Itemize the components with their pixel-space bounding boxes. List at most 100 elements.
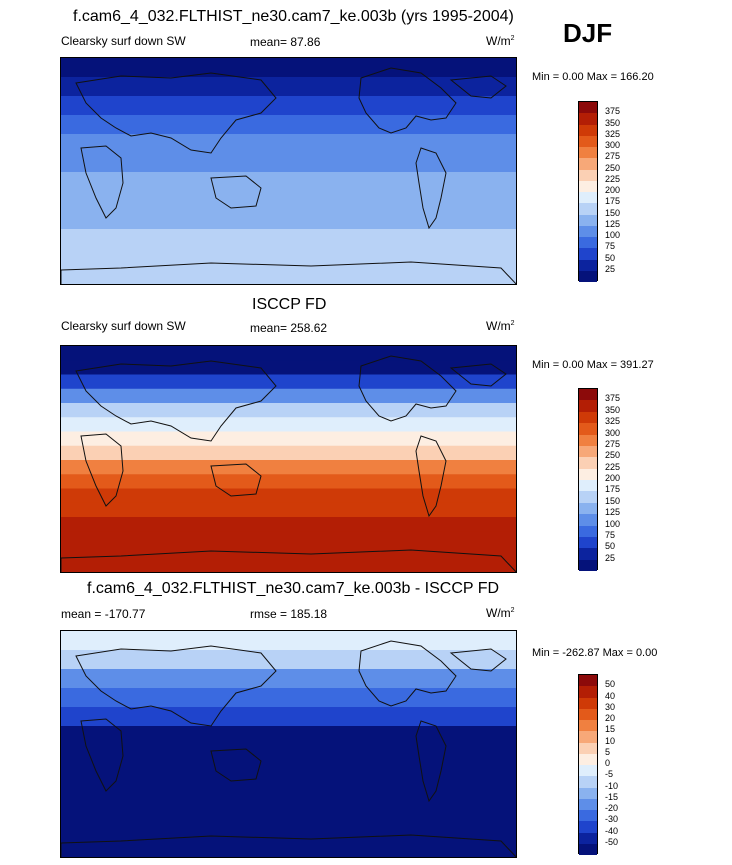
- colorbar-cell: [579, 102, 597, 114]
- latitude-band: [61, 445, 516, 461]
- panel3-minmax-label: Min = -262.87 Max = 0.00: [532, 647, 658, 659]
- panel3-colorbar: [578, 674, 598, 855]
- latitude-band: [61, 191, 516, 211]
- colorbar-tick-label: 75: [605, 529, 616, 540]
- coastline: [210, 463, 262, 497]
- colorbar-tick-label: 225: [605, 173, 621, 184]
- colorbar-tick-label: 75: [605, 241, 616, 252]
- latitude-band: [61, 502, 516, 518]
- colorbar-cell: [579, 158, 597, 170]
- colorbar-tick-label: 25: [605, 552, 616, 563]
- colorbar-tick-label: 50: [605, 679, 616, 690]
- panel1-map: [60, 57, 517, 285]
- colorbar-tick-label: 25: [605, 263, 616, 274]
- coastline: [75, 645, 277, 727]
- colorbar-tick-label: 350: [605, 404, 621, 415]
- colorbar-tick-label: 150: [605, 495, 621, 506]
- colorbar-cell: [579, 214, 597, 226]
- colorbar-tick-label: 275: [605, 151, 621, 162]
- colorbar-tick-label: 0: [605, 758, 611, 768]
- latitude-band: [61, 417, 516, 432]
- latitude-band: [61, 153, 516, 173]
- panel1-minmax-label: Min = 0.00 Max = 166.20: [532, 71, 654, 83]
- latitude-band: [61, 474, 516, 489]
- colorbar-tick-label: 5: [605, 746, 611, 757]
- colorbar-cell: [579, 776, 597, 788]
- latitude-band: [61, 650, 516, 670]
- colorbar-tick-label: 375: [605, 106, 621, 117]
- colorbar-cell: [579, 411, 597, 424]
- latitude-band: [61, 531, 516, 546]
- colorbar-cell: [579, 389, 597, 401]
- coastline: [415, 435, 447, 518]
- colorbar-cell: [579, 169, 597, 181]
- panel3-rmse-label: rmse = 185.18: [250, 607, 328, 621]
- colorbar-cell: [579, 225, 597, 237]
- coastline: [415, 720, 447, 803]
- colorbar-cell: [579, 548, 597, 560]
- coastline: [358, 67, 457, 134]
- colorbar-tick-label: -50: [605, 836, 619, 847]
- latitude-band: [61, 96, 516, 116]
- colorbar-cell: [579, 124, 597, 136]
- colorbar-cell: [579, 821, 597, 833]
- colorbar-tick-label: 20: [605, 713, 616, 723]
- colorbar-cell: [579, 765, 597, 777]
- colorbar-tick-label: 200: [605, 473, 621, 483]
- colorbar-tick-label: 100: [605, 230, 621, 240]
- colorbar-tick-label: 10: [605, 735, 616, 746]
- colorbar-tick-label: 50: [605, 541, 616, 552]
- season-label: DJF: [563, 18, 613, 48]
- colorbar-cell: [579, 697, 597, 709]
- colorbar-cell: [579, 843, 597, 855]
- colorbar-tick-label: 15: [605, 724, 616, 735]
- coastline: [61, 834, 516, 857]
- latitude-band: [61, 745, 516, 765]
- colorbar-tick-label: 200: [605, 185, 621, 195]
- colorbar-cell: [579, 445, 597, 458]
- colorbar-tick-label: 175: [605, 484, 621, 495]
- latitude-band: [61, 210, 516, 230]
- colorbar-tick-label: 40: [605, 690, 616, 701]
- colorbar-tick-label: 50: [605, 252, 616, 263]
- panel2-title: ISCCP FD: [252, 296, 327, 313]
- coastline: [415, 147, 447, 230]
- colorbar-tick-label: 325: [605, 128, 621, 139]
- colorbar-cell: [579, 753, 597, 765]
- colorbar-cell: [579, 192, 597, 204]
- panel2-variable-label: Clearsky surf down SW: [61, 319, 186, 333]
- colorbar-tick-label: 350: [605, 117, 621, 128]
- latitude-band: [61, 460, 516, 475]
- colorbar-cell: [579, 135, 597, 147]
- latitude-band: [61, 77, 516, 97]
- latitude-band: [61, 488, 516, 504]
- latitude-band: [61, 58, 516, 78]
- colorbar-cell: [579, 787, 597, 799]
- colorbar-tick-label: 375: [605, 393, 621, 404]
- colorbar-cell: [579, 400, 597, 412]
- coastline: [449, 363, 507, 387]
- colorbar-cell: [579, 491, 597, 503]
- colorbar-cell: [579, 514, 597, 526]
- coastline: [358, 640, 457, 707]
- colorbar-cell: [579, 468, 597, 480]
- colorbar-tick-label: 175: [605, 196, 621, 207]
- colorbar-tick-label: 250: [605, 162, 621, 173]
- panel3-mean-label: mean = -170.77: [61, 607, 146, 621]
- colorbar-cell: [579, 423, 597, 435]
- colorbar-cell: [579, 798, 597, 810]
- colorbar-tick-label: -10: [605, 780, 619, 791]
- latitude-band: [61, 134, 516, 154]
- latitude-band: [61, 802, 516, 822]
- latitude-band: [61, 267, 516, 284]
- colorbar-tick-label: -40: [605, 825, 619, 836]
- colorbar-cell: [579, 559, 597, 571]
- latitude-band: [61, 764, 516, 784]
- panel3-units-label: W/m2: [486, 606, 515, 620]
- colorbar-cell: [579, 203, 597, 215]
- panel2-map: [60, 345, 517, 573]
- coastline: [358, 355, 457, 422]
- colorbar-cell: [579, 237, 597, 249]
- latitude-band: [61, 726, 516, 746]
- colorbar-tick-label: -30: [605, 814, 619, 825]
